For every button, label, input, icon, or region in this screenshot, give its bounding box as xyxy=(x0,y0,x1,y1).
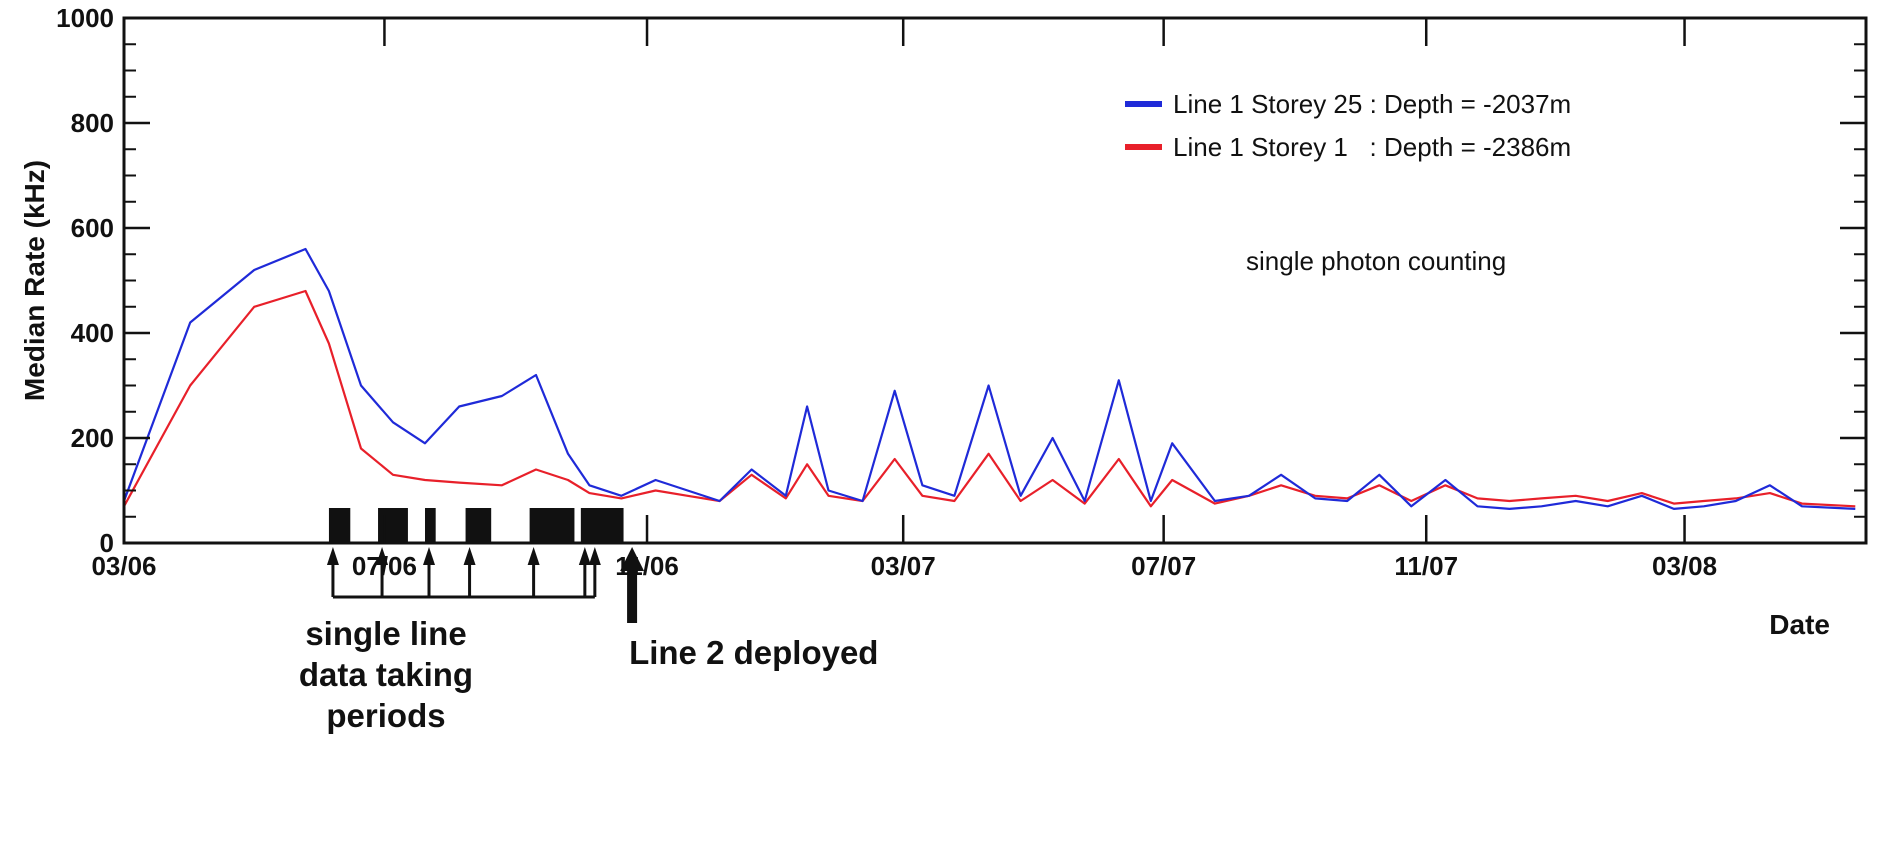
line-2-deployed-label: Line 2 deployed xyxy=(629,634,878,671)
y-tick-label: 400 xyxy=(71,318,114,348)
annotation-single-photon-counting: single photon counting xyxy=(1246,246,1506,276)
period-bar xyxy=(328,508,351,543)
y-tick-label: 800 xyxy=(71,108,114,138)
period-bar xyxy=(425,508,436,543)
period-arrow-head xyxy=(376,547,389,565)
period-bar xyxy=(529,508,575,543)
x-axis-label: Date xyxy=(1769,609,1830,640)
y-tick-label: 600 xyxy=(71,213,114,243)
series-line-1 xyxy=(123,289,1856,508)
y-tick-label: 200 xyxy=(71,423,114,453)
periods-label-line-1: single line xyxy=(305,615,466,652)
period-arrow-head xyxy=(578,547,591,565)
legend-entry-storey-1: Line 1 Storey 1 : Depth = -2386m xyxy=(1173,132,1571,162)
period-bar xyxy=(580,508,624,543)
annotations xyxy=(326,547,645,623)
period-arrow-head xyxy=(326,547,339,565)
period-bar xyxy=(465,508,492,543)
x-tick-label: 03/07 xyxy=(871,551,936,581)
series-line-0 xyxy=(122,247,1856,510)
legend-entry-storey-25: Line 1 Storey 25 : Depth = -2037m xyxy=(1173,89,1571,119)
period-bar xyxy=(378,508,408,543)
single-line-periods xyxy=(328,508,624,543)
deploy-arrow-shaft xyxy=(627,567,638,623)
y-axis-label: Median Rate (kHz) xyxy=(19,160,50,401)
x-tick-label: 07/07 xyxy=(1131,551,1196,581)
periods-label-line-3: periods xyxy=(326,697,445,734)
period-arrow-head xyxy=(527,547,540,565)
x-tick-label: 03/08 xyxy=(1652,551,1717,581)
period-arrow-head xyxy=(588,547,601,565)
period-arrow-head xyxy=(423,547,436,565)
legend: Line 1 Storey 25 : Depth = -2037m Line 1… xyxy=(1125,89,1571,162)
period-arrow-head xyxy=(463,547,476,565)
x-tick-label: 11/07 xyxy=(1394,551,1458,581)
y-tick-label: 0 xyxy=(100,528,114,558)
periods-label-line-2: data taking xyxy=(299,656,473,693)
y-tick-label: 1000 xyxy=(56,3,114,33)
series-layer xyxy=(122,247,1856,510)
x-tick-label: 03/06 xyxy=(91,551,156,581)
deploy-arrow-head xyxy=(620,547,645,571)
